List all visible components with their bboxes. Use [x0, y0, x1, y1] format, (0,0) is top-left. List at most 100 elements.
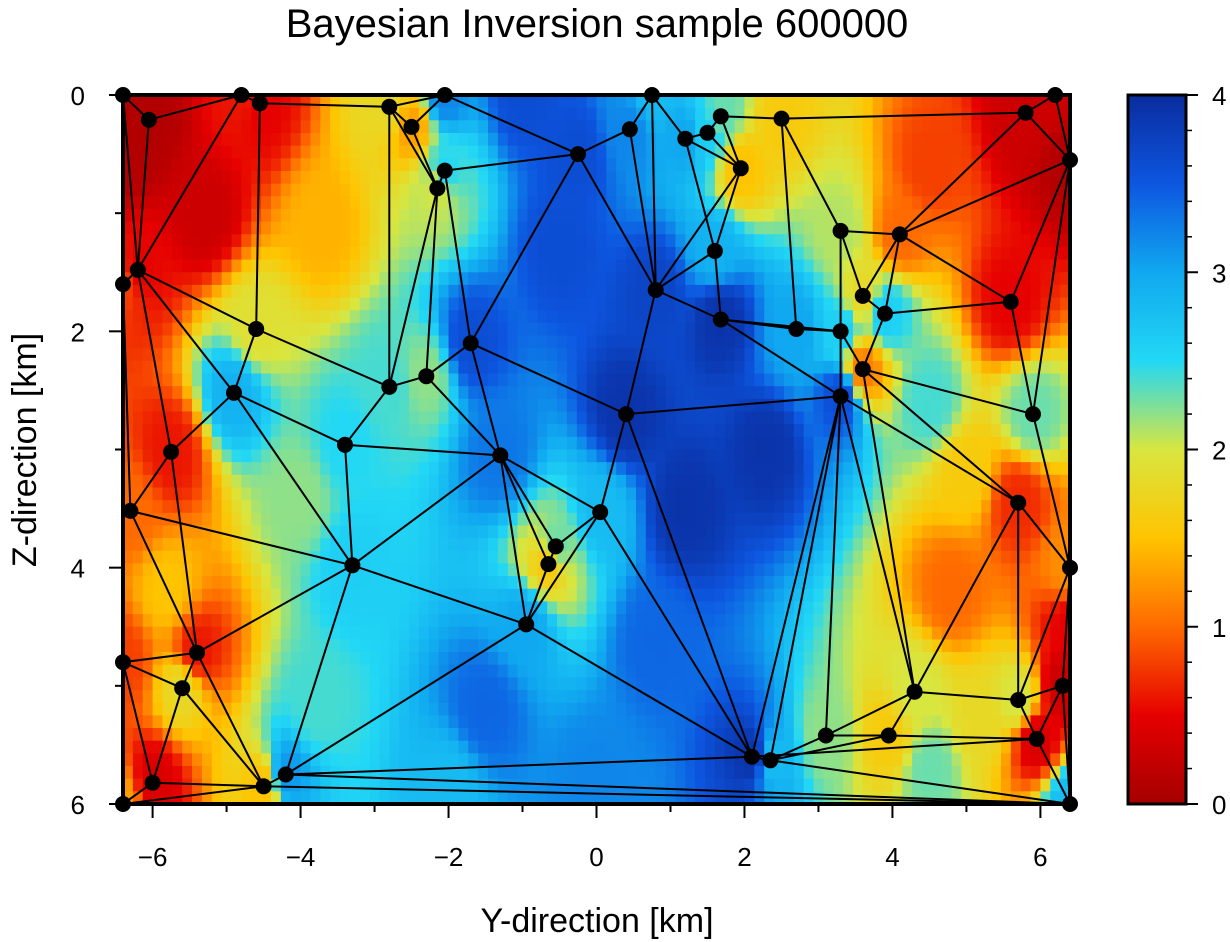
heatmap-cell: [1020, 170, 1032, 185]
heatmap-cell: [310, 740, 321, 754]
heatmap-cell: [152, 170, 164, 185]
heatmap-cell: [902, 297, 913, 311]
heatmap-cell: [557, 221, 568, 235]
heatmap-cell: [123, 550, 134, 565]
heatmap-cell: [734, 183, 746, 197]
heatmap-cell: [754, 335, 765, 349]
heatmap-cell: [872, 107, 884, 121]
heatmap-cell: [1030, 322, 1041, 337]
heatmap-cell: [793, 335, 805, 349]
heatmap-cell: [428, 272, 440, 286]
heatmap-cell: [675, 500, 686, 514]
heatmap-cell: [448, 436, 459, 451]
heatmap-cell: [764, 601, 775, 615]
heatmap-cell: [803, 576, 815, 590]
heatmap-cell: [645, 373, 657, 387]
heatmap-cell: [606, 424, 617, 438]
heatmap-cell: [211, 563, 223, 577]
heatmap-cell: [547, 386, 558, 400]
heatmap-cell: [1020, 512, 1032, 527]
heatmap-cell: [172, 576, 183, 590]
heatmap-cell: [882, 145, 894, 159]
heatmap-cell: [123, 107, 134, 121]
heatmap-cell: [902, 462, 913, 476]
heatmap-cell: [280, 652, 292, 666]
heatmap-cell: [695, 221, 706, 235]
heatmap-cell: [971, 360, 982, 375]
heatmap-cell: [645, 183, 657, 197]
heatmap-cell: [468, 525, 479, 539]
heatmap-cell: [330, 234, 341, 248]
heatmap-cell: [951, 474, 963, 489]
heatmap-cell: [280, 183, 292, 197]
heatmap-cell: [734, 462, 746, 476]
heatmap-cell: [1030, 373, 1041, 387]
heatmap-cell: [132, 436, 144, 451]
heatmap-cell: [428, 601, 440, 615]
heatmap-cell: [931, 677, 943, 691]
heatmap-cell: [872, 246, 884, 261]
heatmap-cell: [793, 664, 805, 678]
heatmap-cell: [665, 626, 677, 641]
heatmap-cell: [507, 500, 519, 514]
heatmap-cell: [330, 626, 341, 641]
heatmap-cell: [754, 183, 765, 197]
heatmap-cell: [774, 424, 785, 438]
heatmap-cell: [290, 120, 302, 134]
heatmap-cell: [330, 95, 341, 109]
heatmap-cell: [734, 740, 746, 754]
heatmap-cell: [517, 132, 529, 147]
heatmap-cell: [695, 335, 706, 349]
heatmap-cell: [872, 373, 884, 387]
heatmap-cell: [566, 322, 578, 337]
heatmap-cell: [418, 664, 430, 678]
heatmap-cell: [261, 221, 272, 235]
heatmap-cell: [1000, 500, 1012, 514]
heatmap-cell: [359, 310, 371, 324]
heatmap-cell: [813, 601, 824, 615]
heatmap-cell: [428, 107, 440, 121]
heatmap-cell: [843, 512, 854, 527]
heatmap-cell: [774, 196, 785, 210]
heatmap-cell: [655, 563, 667, 577]
heatmap-cell: [1020, 715, 1032, 729]
heatmap-cell: [399, 373, 410, 387]
heatmap-cell: [1000, 550, 1012, 565]
heatmap-cell: [132, 728, 144, 742]
heatmap-cell: [448, 525, 459, 539]
heatmap-cell: [734, 677, 746, 691]
heatmap-cell: [931, 639, 943, 653]
heatmap-cell: [399, 626, 410, 641]
heatmap-cell: [744, 487, 755, 501]
heatmap-cell: [1010, 335, 1022, 349]
heatmap-cell: [754, 145, 765, 159]
heatmap-cell: [586, 145, 598, 159]
heatmap-cell: [349, 740, 361, 754]
heatmap-cell: [685, 487, 696, 501]
heatmap-cell: [635, 500, 647, 514]
heatmap-cell: [586, 576, 598, 590]
heatmap-cell: [448, 690, 459, 704]
heatmap-cell: [596, 259, 607, 273]
heatmap-cell: [270, 487, 282, 501]
heatmap-cell: [458, 639, 469, 653]
heatmap-cell: [458, 740, 469, 754]
heatmap-cell: [606, 158, 617, 172]
heatmap-cell: [626, 145, 637, 159]
heatmap-cell: [724, 436, 736, 451]
heatmap-cell: [971, 272, 982, 286]
heatmap-cell: [922, 525, 933, 539]
heatmap-cell: [852, 740, 864, 754]
heatmap-cell: [497, 132, 509, 147]
heatmap-cell: [162, 208, 173, 223]
heatmap-cell: [379, 411, 390, 425]
heatmap-cell: [142, 221, 154, 235]
heatmap-cell: [231, 728, 242, 742]
heatmap-cell: [182, 512, 193, 527]
heatmap-cell: [192, 120, 203, 134]
heatmap-cell: [813, 170, 824, 185]
heatmap-cell: [912, 728, 923, 742]
heatmap-cell: [941, 487, 953, 501]
heatmap-cell: [211, 474, 223, 489]
heatmap-cell: [172, 183, 183, 197]
